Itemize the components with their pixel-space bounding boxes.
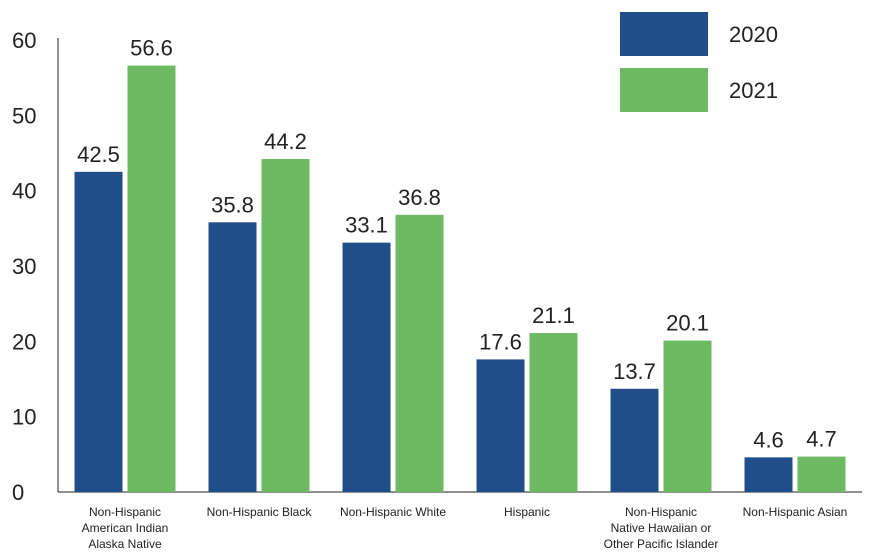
data-label: 20.1 <box>666 311 709 336</box>
x-axis-labels: Non-Hispanic American Indian Alaska Native… <box>82 505 848 551</box>
y-tick-label: 20 <box>12 329 36 354</box>
x-tick-label: Non-Hispanic <box>625 505 697 519</box>
x-tick-label: Other Pacific Islander <box>604 537 719 551</box>
bar-2021-4 <box>663 340 712 492</box>
bar-2021-3 <box>529 333 578 492</box>
y-tick-label: 30 <box>12 254 36 279</box>
legend: 2020 2021 <box>620 12 778 112</box>
data-label: 21.1 <box>532 303 575 328</box>
bar-2021-0 <box>127 65 176 492</box>
data-label: 17.6 <box>479 329 522 354</box>
x-tick-label: American Indian <box>82 521 169 535</box>
legend-label: 2021 <box>729 78 778 103</box>
y-tick-label: 40 <box>12 179 36 204</box>
data-label: 4.7 <box>806 427 837 452</box>
bar-2021-2 <box>395 214 444 493</box>
bar-2020-5 <box>744 457 793 492</box>
legend-swatch-2021 <box>620 68 708 112</box>
y-axis: 0 10 20 30 40 50 60 <box>12 28 862 505</box>
data-label: 35.8 <box>211 192 254 217</box>
x-tick-label: Alaska Native <box>88 537 162 551</box>
bars <box>74 65 846 493</box>
data-label: 33.1 <box>345 213 388 238</box>
y-tick-label: 0 <box>12 480 24 505</box>
x-tick-label: Native Hawaiian or <box>611 521 712 535</box>
data-label: 56.6 <box>130 36 173 61</box>
y-tick-label: 60 <box>12 28 36 53</box>
x-tick-label: Non-Hispanic Asian <box>743 505 848 519</box>
data-label: 13.7 <box>613 359 656 384</box>
bar-2021-5 <box>797 456 846 492</box>
x-tick-label: Hispanic <box>504 505 550 519</box>
legend-label: 2020 <box>729 22 778 47</box>
x-tick-label: Non-Hispanic <box>89 505 161 519</box>
data-label: 36.8 <box>398 185 441 210</box>
y-tick-label: 10 <box>12 405 36 430</box>
data-label: 42.5 <box>77 142 120 167</box>
bar-2020-2 <box>342 242 391 492</box>
legend-swatch-2020 <box>620 12 708 56</box>
data-labels: 42.5 56.6 35.8 44.2 33.1 36.8 17.6 21.1 13.7 20.1… <box>77 36 837 453</box>
bar-2020-0 <box>74 171 123 493</box>
bar-2020-3 <box>476 359 525 492</box>
data-label: 4.6 <box>753 427 784 452</box>
bar-2020-1 <box>208 222 257 492</box>
bar-2021-1 <box>261 159 310 492</box>
bar-2020-4 <box>610 388 659 492</box>
y-tick-label: 50 <box>12 103 36 128</box>
x-tick-label: Non-Hispanic White <box>340 505 446 519</box>
x-tick-label: Non-Hispanic Black <box>207 505 313 519</box>
data-label: 44.2 <box>264 129 307 154</box>
